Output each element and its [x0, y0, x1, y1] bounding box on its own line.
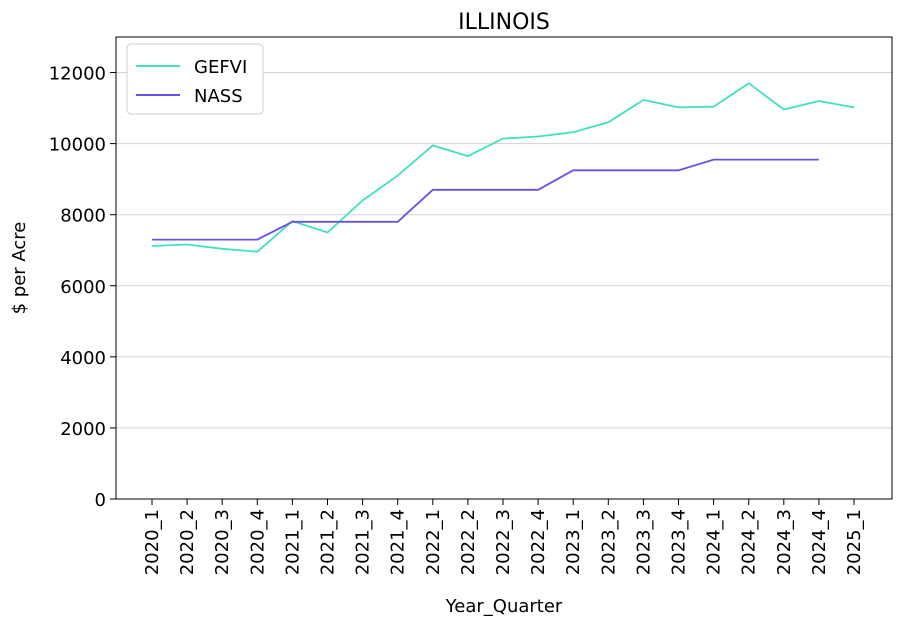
- x-axis-label: Year_Quarter: [445, 596, 563, 617]
- x-tick-label: 2024_4: [809, 509, 830, 575]
- series-line-nass: [152, 158, 819, 241]
- x-tick-label: 2024_3: [774, 509, 795, 575]
- y-tick-label: 2000: [60, 419, 106, 440]
- x-tick-label: 2022_2: [458, 509, 479, 575]
- x-tick-label: 2025_1: [844, 509, 865, 575]
- y-tick-label: 10000: [49, 135, 106, 156]
- x-tick-label: 2022_4: [528, 509, 549, 575]
- y-axis-label: $ per Acre: [9, 222, 30, 315]
- x-axis-ticks: 2020_1 2020_2 2020_3 2020_4 2021_1 2021_2 2021…: [142, 499, 865, 575]
- x-tick-label: 2023_1: [563, 509, 584, 575]
- x-tick-label: 2021_3: [353, 509, 374, 575]
- legend-label: GEFVI: [194, 57, 247, 78]
- x-tick-label: 2020_3: [212, 509, 233, 575]
- series-lines: [151, 82, 855, 253]
- x-tick-label: 2022_1: [423, 509, 444, 575]
- x-tick-label: 2021_2: [318, 509, 339, 575]
- y-tick-label: 4000: [60, 348, 106, 369]
- x-tick-label: 2023_2: [598, 509, 619, 575]
- y-tick-label: 0: [95, 490, 106, 511]
- x-tick-label: 2023_4: [669, 509, 690, 575]
- plot-frame: [115, 36, 893, 500]
- legend: GEFVI NASS: [126, 43, 264, 115]
- x-tick-label: 2024_2: [739, 509, 760, 575]
- y-tick-label: 12000: [49, 64, 106, 85]
- chart-title: ILLINOIS: [458, 10, 550, 35]
- legend-box: [126, 43, 264, 115]
- x-tick-label: 2021_1: [282, 509, 303, 575]
- x-tick-label: 2023_3: [633, 509, 654, 575]
- x-tick-label: 2022_3: [493, 509, 514, 575]
- series-line-gefvi: [151, 82, 855, 253]
- y-axis-ticks: 0 2000 4000 6000 8000 10000 12000: [49, 64, 116, 511]
- y-tick-label: 8000: [60, 206, 106, 227]
- x-tick-label: 2021_4: [388, 509, 409, 575]
- x-tick-label: 2020_4: [247, 509, 268, 575]
- legend-label: NASS: [194, 86, 243, 107]
- x-tick-label: 2020_2: [177, 509, 198, 575]
- x-tick-label: 2020_1: [142, 509, 163, 575]
- y-tick-label: 6000: [60, 277, 106, 298]
- x-tick-label: 2024_1: [704, 509, 725, 575]
